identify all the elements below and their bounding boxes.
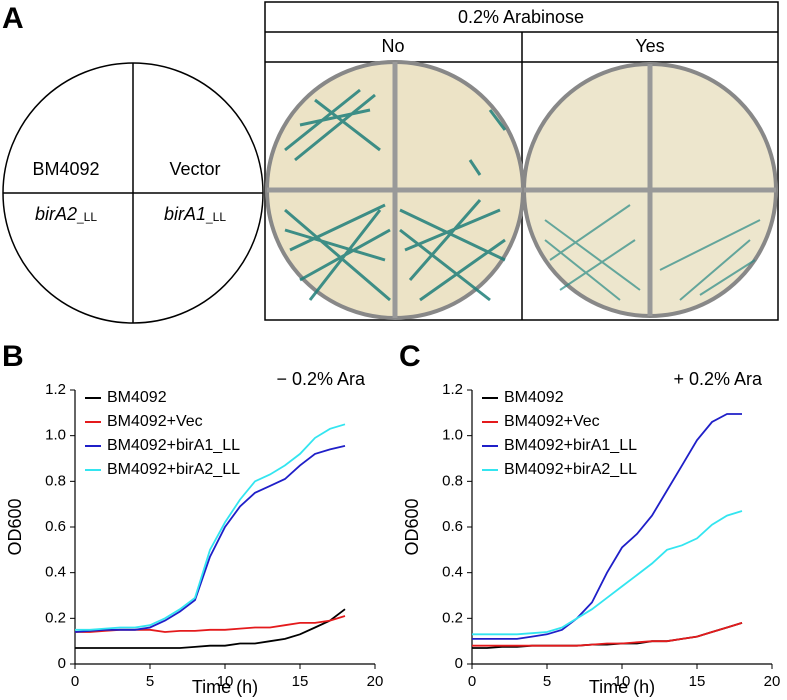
y-tick-label: 1.0 <box>442 427 463 444</box>
x-tick-label: 15 <box>292 673 309 690</box>
series-line <box>472 413 742 640</box>
legend-label: BM4092+birA1_LL <box>504 437 637 454</box>
series-line <box>74 445 346 633</box>
gene: birA1 <box>164 204 206 224</box>
x-axis-label: Time (h) <box>192 677 258 697</box>
y-axis-label: OD600 <box>402 498 422 555</box>
y-tick-label: 0 <box>58 655 66 672</box>
y-tick-label: 1.2 <box>442 381 463 398</box>
x-tick-label: 10 <box>614 673 631 690</box>
column-header: No <box>381 36 404 56</box>
panel-label: C <box>399 340 421 373</box>
legend-label: BM4092+birA1_LL <box>107 437 240 454</box>
y-tick-label: 0.8 <box>45 472 66 489</box>
legend-label: BM4092+birA2_LL <box>504 461 637 478</box>
series-line <box>472 510 743 636</box>
x-tick-label: 5 <box>146 673 154 690</box>
diagram-label: birA2_LL <box>35 204 97 224</box>
x-tick-label: 0 <box>71 673 79 690</box>
legend-label: BM4092 <box>504 389 564 406</box>
y-tick-label: 0.2 <box>442 609 463 626</box>
gene: birA2 <box>35 204 77 224</box>
column-header: Yes <box>635 36 664 56</box>
x-tick-label: 0 <box>468 673 476 690</box>
y-tick-label: 0.2 <box>45 609 66 626</box>
legend-label: BM4092+birA2_LL <box>107 461 240 478</box>
x-tick-label: 5 <box>543 673 551 690</box>
streaks <box>544 204 761 301</box>
x-tick-label: 15 <box>689 673 706 690</box>
diagram-label: BM4092 <box>32 159 99 179</box>
annotation: + 0.2% Ara <box>673 369 763 389</box>
y-tick-label: 0.4 <box>45 564 66 581</box>
legend-label: BM4092 <box>107 389 167 406</box>
diagram-label: Vector <box>169 159 220 179</box>
x-axis-label: Time (h) <box>589 677 655 697</box>
panel-label: B <box>2 340 24 373</box>
panel-label: A <box>2 2 24 35</box>
y-tick-label: 1.2 <box>45 381 66 398</box>
legend-label: BM4092+Vec <box>504 413 600 430</box>
y-axis-label: OD600 <box>5 498 25 555</box>
header: 0.2% Arabinose <box>458 7 584 27</box>
series-line <box>75 608 346 649</box>
streaks <box>284 88 507 302</box>
y-tick-label: 0.8 <box>442 472 463 489</box>
suffix: _LL <box>76 210 97 224</box>
series-line <box>472 622 743 647</box>
legend-label: BM4092+Vec <box>107 413 203 430</box>
y-tick-label: 0.6 <box>45 518 66 535</box>
diagram-label: birA1_LL <box>164 204 226 224</box>
x-tick-label: 10 <box>217 673 234 690</box>
series-line <box>75 423 346 631</box>
x-tick-label: 20 <box>367 673 384 690</box>
y-tick-label: 0.4 <box>442 564 463 581</box>
y-tick-label: 0.6 <box>442 518 463 535</box>
annotation: − 0.2% Ara <box>276 369 366 389</box>
y-tick-label: 0 <box>455 655 463 672</box>
plate-diagram: BM4092 Vector birA2_LL birA1_LL <box>2 62 264 324</box>
x-tick-label: 20 <box>764 673 781 690</box>
y-tick-label: 1.0 <box>45 427 66 444</box>
plate-photos: 0.2% Arabinose No Yes <box>264 1 779 321</box>
suffix: _LL <box>205 210 226 224</box>
